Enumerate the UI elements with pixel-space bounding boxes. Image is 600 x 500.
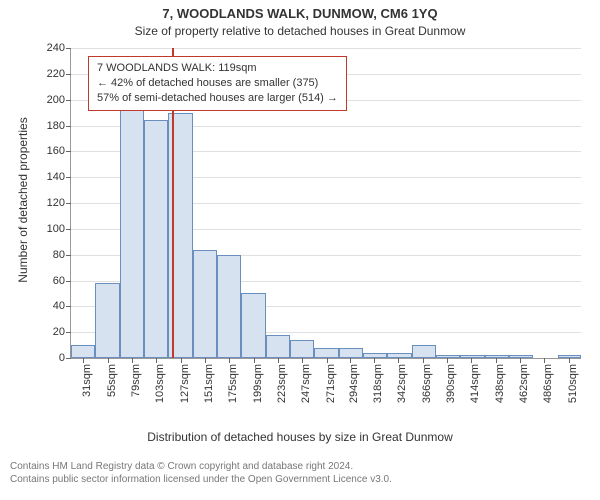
histogram-bar bbox=[71, 345, 95, 358]
histogram-bar bbox=[266, 335, 290, 358]
xtick-label: 127sqm bbox=[179, 364, 191, 403]
ytick-label: 160 bbox=[47, 145, 71, 157]
histogram-bar bbox=[193, 250, 217, 359]
chart-title: 7, WOODLANDS WALK, DUNMOW, CM6 1YQ bbox=[0, 6, 600, 21]
ytick-label: 180 bbox=[47, 120, 71, 132]
xtick-mark bbox=[544, 358, 545, 363]
histogram-bar bbox=[120, 100, 144, 358]
xtick-label: 462sqm bbox=[518, 364, 530, 403]
xtick-mark bbox=[423, 358, 424, 363]
xtick-label: 486sqm bbox=[542, 364, 554, 403]
xtick-label: 342sqm bbox=[396, 364, 408, 403]
xtick-mark bbox=[471, 358, 472, 363]
xtick-mark bbox=[254, 358, 255, 363]
ytick-label: 120 bbox=[47, 197, 71, 209]
xtick-label: 510sqm bbox=[567, 364, 579, 403]
histogram-bar bbox=[95, 283, 119, 358]
histogram-bar bbox=[144, 120, 168, 358]
xtick-label: 294sqm bbox=[348, 364, 360, 403]
xtick-label: 55sqm bbox=[106, 364, 118, 397]
xtick-mark bbox=[132, 358, 133, 363]
ytick-label: 140 bbox=[47, 171, 71, 183]
info-line-1: 7 WOODLANDS WALK: 119sqm bbox=[97, 61, 338, 76]
xtick-mark bbox=[350, 358, 351, 363]
grid-line bbox=[71, 48, 581, 49]
ytick-label: 80 bbox=[53, 249, 71, 261]
histogram-bar bbox=[314, 348, 338, 358]
histogram-bar bbox=[363, 353, 387, 358]
xtick-label: 175sqm bbox=[227, 364, 239, 403]
histogram-bar bbox=[290, 340, 314, 358]
xtick-label: 151sqm bbox=[203, 364, 215, 403]
xtick-mark bbox=[398, 358, 399, 363]
info-box: 7 WOODLANDS WALK: 119sqm ← 42% of detach… bbox=[88, 56, 347, 111]
xtick-mark bbox=[302, 358, 303, 363]
info-line-2: ← 42% of detached houses are smaller (37… bbox=[97, 76, 338, 91]
chart-subtitle: Size of property relative to detached ho… bbox=[0, 24, 600, 38]
xtick-label: 247sqm bbox=[300, 364, 312, 403]
xtick-mark bbox=[156, 358, 157, 363]
histogram-bar bbox=[485, 355, 509, 358]
ytick-label: 220 bbox=[47, 68, 71, 80]
footer-line-1: Contains HM Land Registry data © Crown c… bbox=[10, 460, 392, 473]
histogram-bar bbox=[412, 345, 436, 358]
histogram-bar bbox=[241, 293, 265, 358]
y-axis-label: Number of detached properties bbox=[16, 117, 30, 282]
histogram-bar bbox=[217, 255, 241, 358]
xtick-mark bbox=[108, 358, 109, 363]
xtick-label: 318sqm bbox=[372, 364, 384, 403]
footer-line-2: Contains public sector information licen… bbox=[10, 473, 392, 486]
histogram-bar bbox=[509, 355, 533, 358]
xtick-label: 79sqm bbox=[130, 364, 142, 397]
xtick-label: 199sqm bbox=[252, 364, 264, 403]
xtick-mark bbox=[83, 358, 84, 363]
ytick-label: 200 bbox=[47, 94, 71, 106]
ytick-label: 100 bbox=[47, 223, 71, 235]
xtick-label: 414sqm bbox=[469, 364, 481, 403]
xtick-mark bbox=[520, 358, 521, 363]
xtick-mark bbox=[327, 358, 328, 363]
ytick-label: 60 bbox=[53, 275, 71, 287]
info-line-3: 57% of semi-detached houses are larger (… bbox=[97, 91, 338, 106]
xtick-label: 103sqm bbox=[154, 364, 166, 403]
histogram-bar bbox=[339, 348, 363, 358]
xtick-label: 223sqm bbox=[276, 364, 288, 403]
xtick-mark bbox=[447, 358, 448, 363]
xtick-mark bbox=[374, 358, 375, 363]
ytick-label: 20 bbox=[53, 326, 71, 338]
xtick-label: 390sqm bbox=[445, 364, 457, 403]
xtick-mark bbox=[569, 358, 570, 363]
histogram-bar bbox=[436, 355, 460, 358]
histogram-bar bbox=[387, 353, 411, 358]
ytick-label: 0 bbox=[59, 352, 71, 364]
chart-container: 7, WOODLANDS WALK, DUNMOW, CM6 1YQ Size … bbox=[0, 0, 600, 500]
xtick-label: 438sqm bbox=[494, 364, 506, 403]
ytick-label: 240 bbox=[47, 42, 71, 54]
xtick-label: 271sqm bbox=[325, 364, 337, 403]
footer: Contains HM Land Registry data © Crown c… bbox=[10, 460, 392, 486]
ytick-label: 40 bbox=[53, 300, 71, 312]
xtick-mark bbox=[496, 358, 497, 363]
xtick-mark bbox=[278, 358, 279, 363]
histogram-bar bbox=[460, 355, 484, 358]
xtick-label: 31sqm bbox=[81, 364, 93, 397]
xtick-mark bbox=[229, 358, 230, 363]
xtick-mark bbox=[205, 358, 206, 363]
x-axis-label: Distribution of detached houses by size … bbox=[0, 430, 600, 444]
xtick-label: 366sqm bbox=[421, 364, 433, 403]
xtick-mark bbox=[181, 358, 182, 363]
